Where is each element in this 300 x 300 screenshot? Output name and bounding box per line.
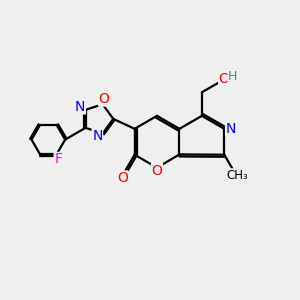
Text: F: F	[54, 152, 62, 167]
Text: O: O	[219, 72, 230, 86]
Text: H: H	[228, 70, 237, 83]
Text: O: O	[117, 171, 128, 185]
Text: N: N	[92, 129, 103, 143]
Text: O: O	[152, 164, 162, 178]
Text: O: O	[99, 92, 110, 106]
Text: CH₃: CH₃	[226, 169, 248, 182]
Text: N: N	[226, 122, 236, 136]
Text: N: N	[75, 100, 86, 114]
